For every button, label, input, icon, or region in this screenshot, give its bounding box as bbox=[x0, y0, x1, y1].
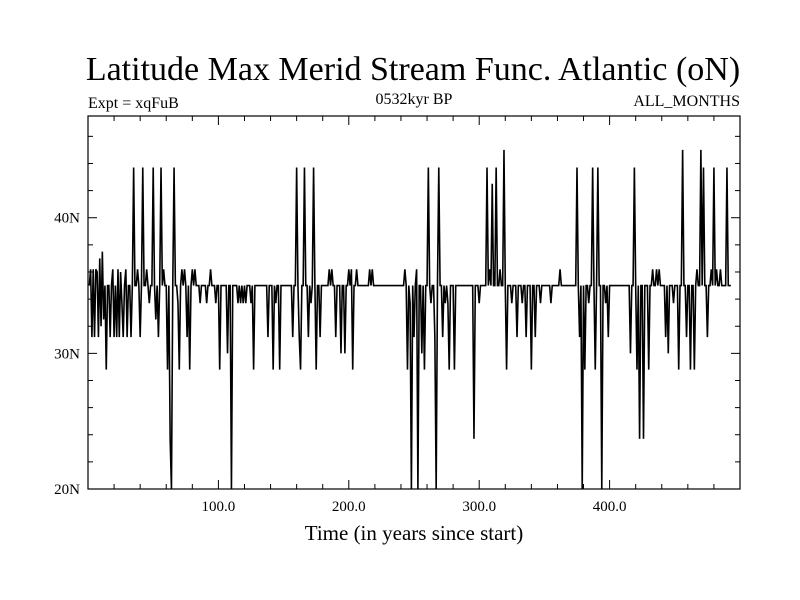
experiment-label: Expt = xqFuB bbox=[88, 95, 179, 112]
period-label: 0532kyr BP bbox=[376, 91, 453, 108]
x-tick-label: 300.0 bbox=[462, 499, 496, 515]
y-tick-label: 30N bbox=[54, 346, 80, 362]
x-tick-label: 100.0 bbox=[202, 499, 236, 515]
x-tick-label: 400.0 bbox=[593, 499, 627, 515]
months-label: ALL_MONTHS bbox=[633, 93, 740, 110]
plot-frame bbox=[87, 115, 741, 490]
plot-area: 100.0 200.0 300.0 400.0 20N 30N 40N bbox=[54, 116, 740, 515]
y-tick-label: 40N bbox=[54, 211, 80, 227]
y-tick-label: 20N bbox=[54, 482, 80, 498]
series-line bbox=[88, 149, 731, 490]
x-tick-label: 200.0 bbox=[332, 499, 366, 515]
x-axis-label: Time (in years since start) bbox=[305, 521, 524, 545]
chart-title: Latitude Max Merid Stream Func. Atlantic… bbox=[86, 51, 740, 88]
